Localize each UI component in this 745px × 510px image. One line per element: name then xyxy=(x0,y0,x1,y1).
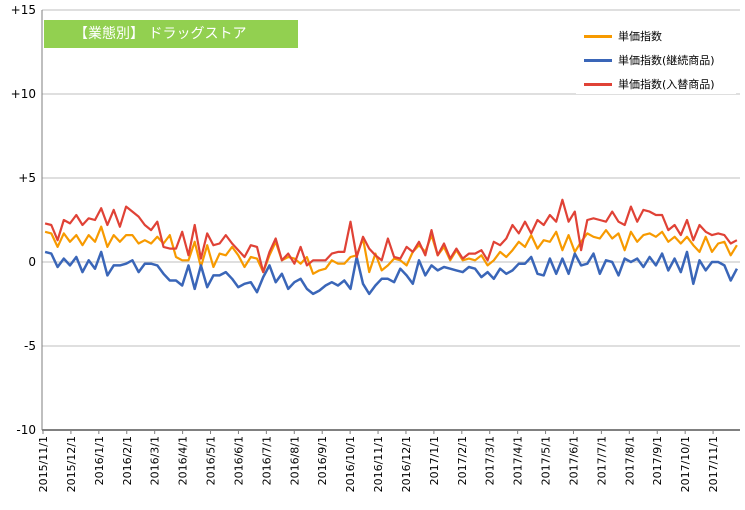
x-tick-label: 2016/10/1 xyxy=(344,436,357,492)
y-tick-label: +15 xyxy=(11,3,36,17)
y-axis-ticks: +15 +10 +5 0 -5 -10 xyxy=(11,3,36,437)
legend: 単価指数 単価指数(継続商品) 単価指数(入替商品) xyxy=(576,18,736,94)
legend-swatch-continuing-products xyxy=(584,58,612,62)
series-line-2 xyxy=(44,198,738,274)
y-tick-label: -5 xyxy=(24,339,36,353)
x-tick-label: 2015/12/1 xyxy=(65,436,78,492)
legend-swatch-replacement-products xyxy=(584,82,612,86)
x-tick-label: 2017/6/1 xyxy=(567,436,580,485)
gridlines xyxy=(41,9,740,431)
x-tick-label: 2016/9/1 xyxy=(316,436,329,485)
legend-label-unit-price-index: 単価指数 xyxy=(618,30,662,43)
x-tick-label: 2016/3/1 xyxy=(149,436,162,485)
x-tick-label: 2017/2/1 xyxy=(456,436,469,485)
y-tick-label: -10 xyxy=(16,423,36,437)
y-tick-label: +10 xyxy=(11,87,36,101)
y-tick-label: 0 xyxy=(28,255,36,269)
x-tick-label: 2016/5/1 xyxy=(205,436,218,485)
series-line-0 xyxy=(44,225,738,275)
series-line-1 xyxy=(44,250,739,296)
x-tick-label: 2017/8/1 xyxy=(623,436,636,485)
x-tick-label: 2016/7/1 xyxy=(260,436,273,485)
legend-item-replacement-products: 単価指数(入替商品) xyxy=(584,74,715,94)
legend-label-continuing-products: 単価指数(継続商品) xyxy=(618,54,715,67)
x-tick-label: 2017/3/1 xyxy=(484,436,497,485)
x-tick-label: 2017/4/1 xyxy=(512,436,525,485)
chart-title: 【業態別】 ドラッグストア xyxy=(44,20,298,48)
x-tick-label: 2017/11/1 xyxy=(707,436,720,492)
x-tick-label: 2015/11/1 xyxy=(37,436,50,492)
x-axis: 2015/11/1 2015/12/1 2016/1/1 2016/2/1 2016/3… xyxy=(37,430,720,492)
x-tick-label: 2016/12/1 xyxy=(400,436,413,492)
x-tick-label: 2017/1/1 xyxy=(428,436,441,485)
x-tick-label: 2016/11/1 xyxy=(372,436,385,492)
x-tick-label: 2017/9/1 xyxy=(651,436,664,485)
x-tick-label: 2017/7/1 xyxy=(595,436,608,485)
x-tick-label: 2016/6/1 xyxy=(232,436,245,485)
y-tick-label: +5 xyxy=(18,171,36,185)
x-tick-label: 2016/2/1 xyxy=(121,436,134,485)
x-tick-label: 2017/5/1 xyxy=(540,436,553,485)
x-tick-label: 2016/8/1 xyxy=(288,436,301,485)
series-lines xyxy=(44,198,739,296)
legend-item-continuing-products: 単価指数(継続商品) xyxy=(584,50,715,70)
x-tick-label: 2016/1/1 xyxy=(93,436,106,485)
x-tick-label: 2017/10/1 xyxy=(679,436,692,492)
legend-swatch-unit-price-index xyxy=(584,34,612,38)
legend-label-replacement-products: 単価指数(入替商品) xyxy=(618,78,715,91)
x-tick-label: 2016/4/1 xyxy=(177,436,190,485)
legend-item-unit-price-index: 単価指数 xyxy=(584,26,662,46)
